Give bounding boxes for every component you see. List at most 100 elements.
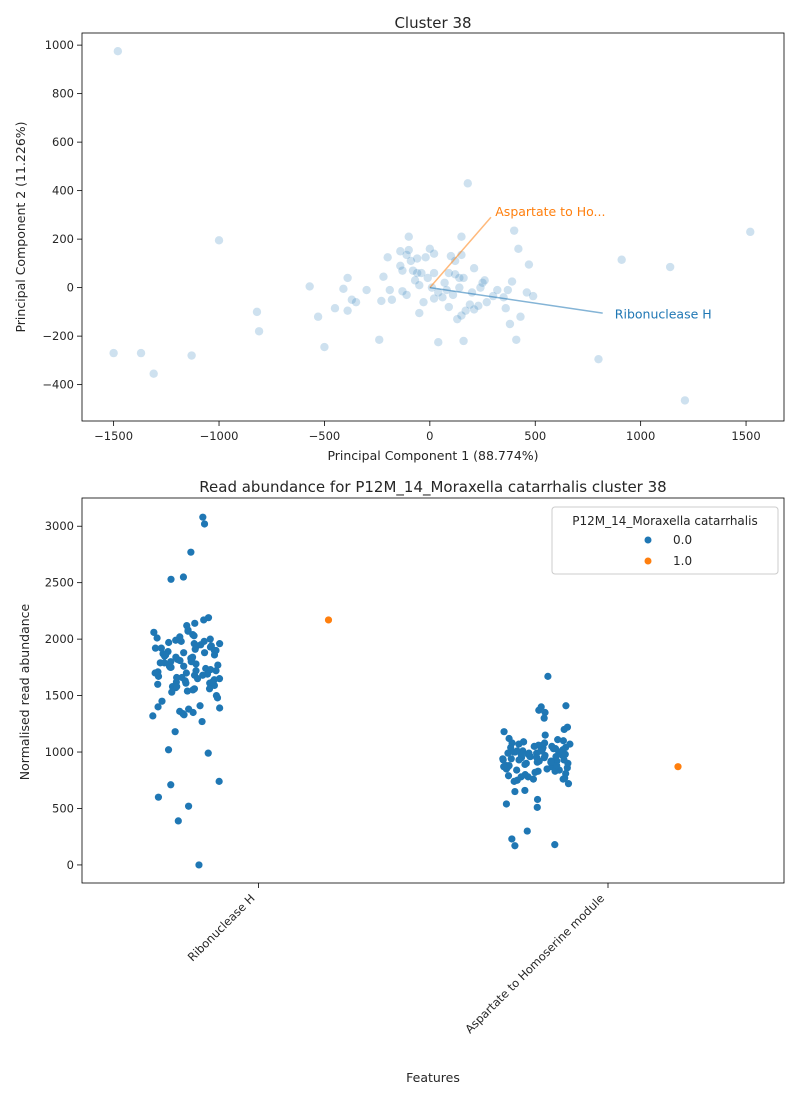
pca-title: Cluster 38	[394, 14, 471, 32]
strip-point	[500, 728, 508, 736]
pca-point	[440, 278, 449, 287]
strip-point	[180, 649, 188, 657]
strip-point	[157, 644, 165, 652]
pca-point	[528, 291, 538, 301]
strip-point	[154, 703, 162, 711]
pca-point	[457, 311, 466, 320]
strip-point	[508, 835, 516, 843]
strip-point	[530, 742, 538, 750]
strip-point	[212, 667, 220, 675]
strip-point	[529, 775, 537, 783]
strip-marks	[149, 513, 682, 869]
strip-point	[173, 682, 181, 691]
pca-y-label: Principal Component 2 (11.226%)	[13, 121, 28, 332]
pca-y-tick-label: 1000	[45, 38, 74, 52]
pca-point	[423, 273, 432, 283]
strip-point	[182, 669, 190, 677]
pca-point	[410, 276, 420, 285]
strip-point	[561, 750, 569, 758]
strip-point	[180, 711, 188, 719]
pca-point	[362, 285, 371, 295]
pca-point	[404, 245, 413, 255]
strip-plot: Read abundance for P12M_14_Moraxella cat…	[17, 478, 785, 1085]
pca-point	[444, 268, 454, 278]
strip-y-tick-label: 3000	[45, 519, 74, 533]
pca-point	[448, 290, 458, 300]
pca-plot-frame	[81, 32, 785, 422]
pca-point	[252, 307, 262, 317]
strip-point	[150, 628, 158, 636]
strip-point	[554, 736, 562, 744]
pca-y-tick-label: 0	[67, 281, 74, 295]
pca-point	[387, 295, 397, 304]
pca-point	[412, 268, 422, 278]
pca-point	[594, 354, 603, 364]
pca-point	[509, 226, 519, 235]
strip-point	[196, 702, 204, 710]
strip-point	[523, 827, 531, 835]
pca-point	[503, 285, 513, 295]
strip-point	[191, 619, 199, 627]
strip-point	[511, 842, 519, 850]
pca-point	[417, 268, 426, 278]
strip-point	[560, 725, 568, 734]
strip-point	[552, 752, 560, 761]
strip-point	[189, 708, 197, 717]
pca-y-tick-label: 400	[52, 184, 74, 198]
pca-y-tick-label: 200	[52, 232, 74, 246]
pca-point	[512, 335, 521, 344]
strip-point	[541, 708, 549, 717]
pca-x-tick-label: −1500	[94, 429, 133, 443]
strip-point	[531, 768, 539, 776]
strip-point	[176, 656, 184, 665]
strip-point	[562, 702, 570, 710]
pca-point	[429, 249, 439, 258]
strip-point	[173, 673, 181, 682]
strip-point	[543, 765, 551, 773]
strip-point	[189, 686, 197, 694]
pca-point	[412, 254, 422, 263]
strip-point	[187, 548, 195, 556]
pca-point	[379, 272, 388, 281]
strip-point	[511, 787, 519, 796]
strip-point	[172, 636, 180, 644]
pca-point	[434, 288, 443, 297]
pca-point	[313, 312, 323, 321]
pca-point	[419, 297, 428, 307]
strip-point	[551, 767, 559, 775]
strip-point	[183, 687, 192, 695]
strip-y-ticks: 0 500 1000 1500 2000 2500 3000	[45, 519, 82, 872]
pca-point	[408, 266, 418, 275]
strip-point	[533, 754, 541, 762]
strip-point	[167, 658, 175, 666]
pca-point	[149, 369, 158, 378]
pca-point	[450, 270, 460, 279]
strip-point	[193, 642, 201, 650]
pca-point	[455, 273, 464, 283]
strip-point	[182, 679, 190, 687]
pca-point	[457, 232, 466, 241]
pca-point	[320, 342, 329, 352]
pca-point	[421, 253, 430, 262]
strip-point	[214, 661, 222, 669]
strip-point	[215, 777, 223, 785]
pca-x-tick-label: 1000	[626, 429, 655, 443]
strip-point	[195, 861, 203, 869]
strip-point	[188, 653, 197, 661]
strip-y-tick-label: 500	[52, 801, 74, 815]
legend-marker-1	[644, 557, 652, 565]
pca-point	[459, 336, 468, 346]
pca-point	[404, 232, 413, 241]
pca-point	[351, 297, 361, 307]
pca-point	[463, 179, 472, 188]
strip-x-tick-label: Ribonuclease H	[185, 891, 258, 964]
strip-point	[179, 573, 188, 581]
strip-point	[167, 781, 175, 789]
pca-plot: Cluster 38 Aspartate to Ho... Ribonucleas…	[13, 14, 785, 463]
strip-point	[561, 743, 570, 752]
strip-point	[324, 616, 333, 624]
pca-point	[476, 283, 485, 292]
pca-point	[339, 284, 348, 294]
pca-point	[415, 281, 424, 290]
loading-arrow	[429, 216, 492, 289]
